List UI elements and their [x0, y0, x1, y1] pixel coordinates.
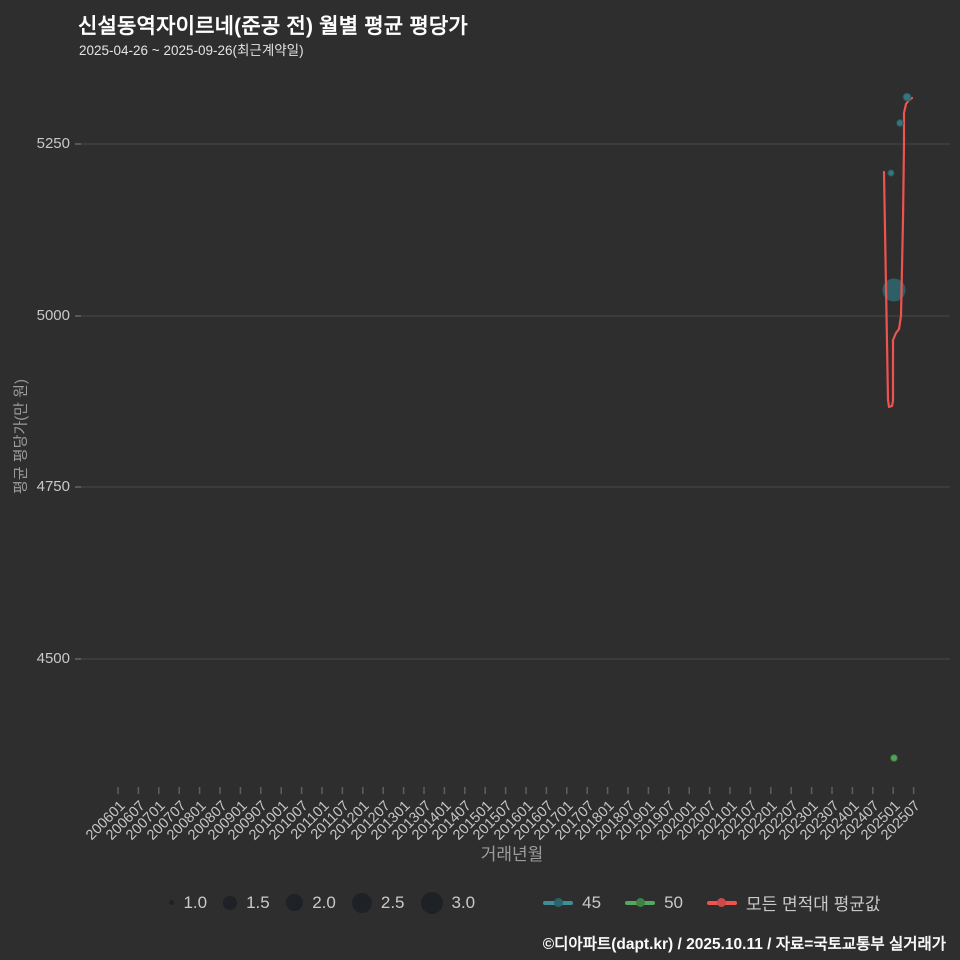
chart-title: 신설동역자이르네(준공 전) 월별 평균 평당가: [78, 15, 468, 38]
y-tick-label-4500: 4500: [36, 650, 70, 667]
legend-size-label: 1.0: [183, 892, 208, 912]
legend-size-label: 1.5: [246, 892, 270, 912]
size-dot-icon: [223, 895, 238, 910]
point-45-2[interactable]: [902, 92, 912, 102]
legend-size-label: 2.0: [312, 892, 336, 912]
legend-size-3.0[interactable]: 3.0: [420, 891, 476, 914]
x-axis-title: 거래년월: [480, 845, 544, 864]
legend-series-50[interactable]: 50: [625, 893, 683, 913]
legend-series-모든 면적대 평균값[interactable]: 모든 면적대 평균값: [706, 890, 881, 915]
legend-series-label: 모든 면적대 평균값: [745, 895, 881, 914]
y-tick-label-4750: 4750: [36, 478, 70, 495]
chart-subtitle: 2025-04-26 ~ 2025-09-26(최근계약일): [79, 43, 304, 58]
size-dot-icon: [351, 892, 372, 913]
series-marker-icon: [706, 898, 737, 908]
chart-legend: 1.0 1.5 2.0 2.5 3.0 45 50 모든 면적대 평균값: [0, 890, 960, 915]
size-dot-icon: [420, 891, 443, 914]
point-50-0[interactable]: [890, 754, 898, 762]
series-marker-icon: [625, 898, 656, 908]
avg-price-line[interactable]: [882, 96, 914, 409]
point-45-0[interactable]: [887, 169, 895, 177]
legend-size-1.5[interactable]: 1.5: [223, 893, 270, 913]
legend-size-2.5[interactable]: 2.5: [351, 892, 405, 913]
series-marker-icon: [543, 898, 574, 908]
legend-size-1.0[interactable]: 1.0: [169, 893, 207, 913]
legend-size-label: 2.5: [380, 892, 405, 912]
legend-series-label: 50: [664, 892, 683, 912]
legend-size-label: 3.0: [451, 892, 476, 912]
legend-series-45[interactable]: 45: [543, 893, 601, 913]
footer-credit: ©디아파트(dapt.kr) / 2025.10.11 / 자료=국토교통부 실…: [542, 936, 946, 953]
bubble-45-large[interactable]: [882, 278, 906, 302]
legend-size-2.0[interactable]: 2.0: [285, 892, 336, 913]
size-dot-icon: [169, 900, 175, 905]
legend-series-label: 45: [582, 892, 602, 912]
y-tick-label-5000: 5000: [36, 307, 70, 324]
y-axis-title: 평균 평당가(만 원): [12, 379, 30, 494]
y-tick-label-5250: 5250: [36, 135, 70, 152]
point-45-1[interactable]: [896, 119, 904, 127]
size-dot-icon: [285, 893, 304, 912]
